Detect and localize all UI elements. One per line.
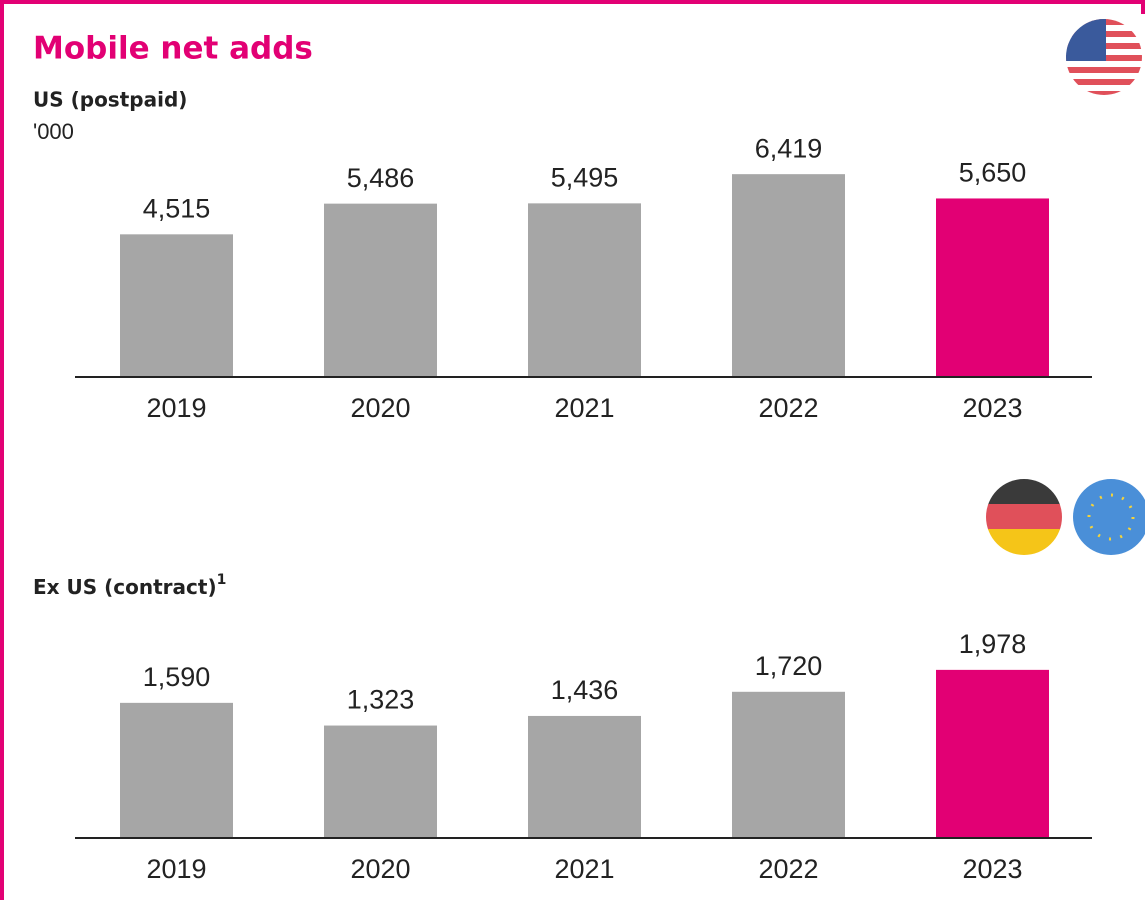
x-tick-label: 2019 xyxy=(146,393,206,423)
bar xyxy=(324,725,437,838)
bar xyxy=(528,203,641,377)
value-label: 6,419 xyxy=(755,133,823,163)
subtitle-text: Ex US (contract) xyxy=(33,575,217,599)
value-label: 5,650 xyxy=(959,158,1027,188)
bar xyxy=(324,203,437,377)
x-tick-label: 2023 xyxy=(962,854,1022,884)
unit: '000 xyxy=(33,119,74,144)
eu-flag xyxy=(1073,479,1145,555)
x-tick-label: 2022 xyxy=(758,393,818,423)
bar xyxy=(936,669,1049,838)
bar xyxy=(732,691,845,838)
bar xyxy=(936,198,1049,377)
x-tick-label: 2022 xyxy=(758,854,818,884)
bar xyxy=(732,174,845,377)
bar xyxy=(120,702,233,838)
x-tick-label: 2020 xyxy=(350,854,410,884)
footnote-mark: 1 xyxy=(217,572,227,588)
x-tick-label: 2019 xyxy=(146,854,206,884)
us-flag xyxy=(1066,19,1142,95)
x-tick-label: 2020 xyxy=(350,393,410,423)
x-tick-label: 2021 xyxy=(554,393,614,423)
x-tick-label: 2023 xyxy=(962,393,1022,423)
subtitle: US (postpaid) xyxy=(33,88,187,112)
value-label: 5,495 xyxy=(551,162,619,192)
value-label: 1,323 xyxy=(347,685,415,715)
value-label: 1,978 xyxy=(959,629,1027,659)
x-tick-label: 2021 xyxy=(554,854,614,884)
value-label: 1,590 xyxy=(143,662,211,692)
de-flag xyxy=(986,479,1062,555)
bar xyxy=(528,715,641,838)
value-label: 4,515 xyxy=(143,193,211,223)
value-label: 1,436 xyxy=(551,675,619,705)
subtitle: Ex US (contract)1 xyxy=(33,572,226,599)
bar xyxy=(120,234,233,377)
value-label: 1,720 xyxy=(755,651,823,681)
chart-title: Mobile net adds xyxy=(33,31,313,67)
value-label: 5,486 xyxy=(347,163,415,193)
